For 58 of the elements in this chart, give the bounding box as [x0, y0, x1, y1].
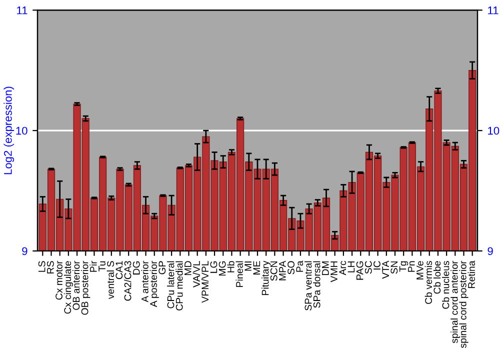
x-tick-label: MD — [184, 261, 192, 275]
x-tick-label: Cb lobe — [433, 261, 441, 294]
x-tick-label: OB anterior — [72, 260, 80, 310]
x-tick-label: RS — [46, 261, 54, 274]
x-tick-label: VA/VL — [192, 260, 200, 288]
x-tick-label: ME — [253, 261, 260, 274]
x-tick-label: CPu lateral — [167, 261, 174, 308]
x-tick-label: A anterior — [141, 260, 148, 302]
x-tick-label: MPA — [279, 260, 286, 280]
x-tick-label: Pituitary — [262, 260, 271, 295]
x-tick-label: Hb — [227, 261, 234, 272]
x-tick-label: PAG — [356, 261, 364, 280]
x-tick-label: DG — [132, 261, 140, 274]
x-tick-label: Cx motor — [56, 260, 62, 300]
y-tick-label: 11 — [17, 6, 28, 14]
y2-tick-label: 11 — [488, 6, 498, 14]
x-tick-label: VMH — [330, 261, 338, 282]
x-tick-label: OB posterior — [81, 260, 90, 315]
x-tick-label: Arc — [339, 260, 346, 276]
x-tick-label: SC — [364, 261, 372, 274]
x-tick-label: Cb vermis — [424, 261, 432, 304]
x-tick-label: IC — [374, 261, 380, 270]
x-tick-label: SPa dorsal — [313, 261, 320, 308]
x-tick-label: spinal cord posterior — [459, 260, 468, 348]
x-tick-label: Pa — [296, 260, 304, 272]
x-tick-label: A posterior — [150, 260, 159, 308]
x-tick-label: SCN — [270, 261, 278, 281]
x-tick-label: Retina — [468, 260, 475, 288]
y-tick-label: 9 — [22, 247, 28, 256]
x-tick-label: MI — [244, 262, 252, 271]
x-tick-label: Tu — [98, 261, 106, 272]
x-tick-label: LG — [210, 261, 218, 273]
x-tick-label: CA1 — [116, 261, 123, 280]
x-tick-label: SN — [390, 261, 398, 274]
x-tick-label: GP — [158, 261, 166, 274]
x-tick-label: VTA — [382, 260, 389, 279]
x-tick-label: Tg — [399, 261, 408, 272]
y-tick-label: 10 — [16, 126, 28, 135]
x-tick-label: LS — [38, 261, 46, 272]
x-tick-label: Pineal — [236, 261, 243, 287]
y-axis-title: Log2 (expression) — [4, 86, 14, 174]
x-tick-label: Pn — [408, 261, 415, 272]
x-tick-label: spinal cord anterior — [450, 260, 460, 344]
x-tick-label: SPa ventral — [304, 261, 312, 310]
x-tick-label: CA2/CA3 — [124, 261, 132, 301]
x-tick-label: CPu medial — [176, 261, 183, 310]
x-tick-label: DM — [322, 261, 329, 275]
x-tick-label: Cb nucleus — [442, 261, 450, 309]
y2-tick-label: 9 — [488, 247, 493, 256]
y2-tick-label: 10 — [488, 126, 500, 135]
x-tick-label: VPM/VPL — [201, 260, 209, 303]
x-tick-label: LH — [348, 261, 355, 272]
x-tick-label: Cx cingulate — [64, 261, 73, 314]
x-tick-label: SO — [288, 261, 294, 274]
x-tick-label: Pir — [90, 260, 97, 272]
x-tick-label: MG — [218, 261, 226, 276]
x-tick-label: MVe — [416, 261, 424, 280]
x-tick-label: ventral S — [106, 261, 114, 300]
